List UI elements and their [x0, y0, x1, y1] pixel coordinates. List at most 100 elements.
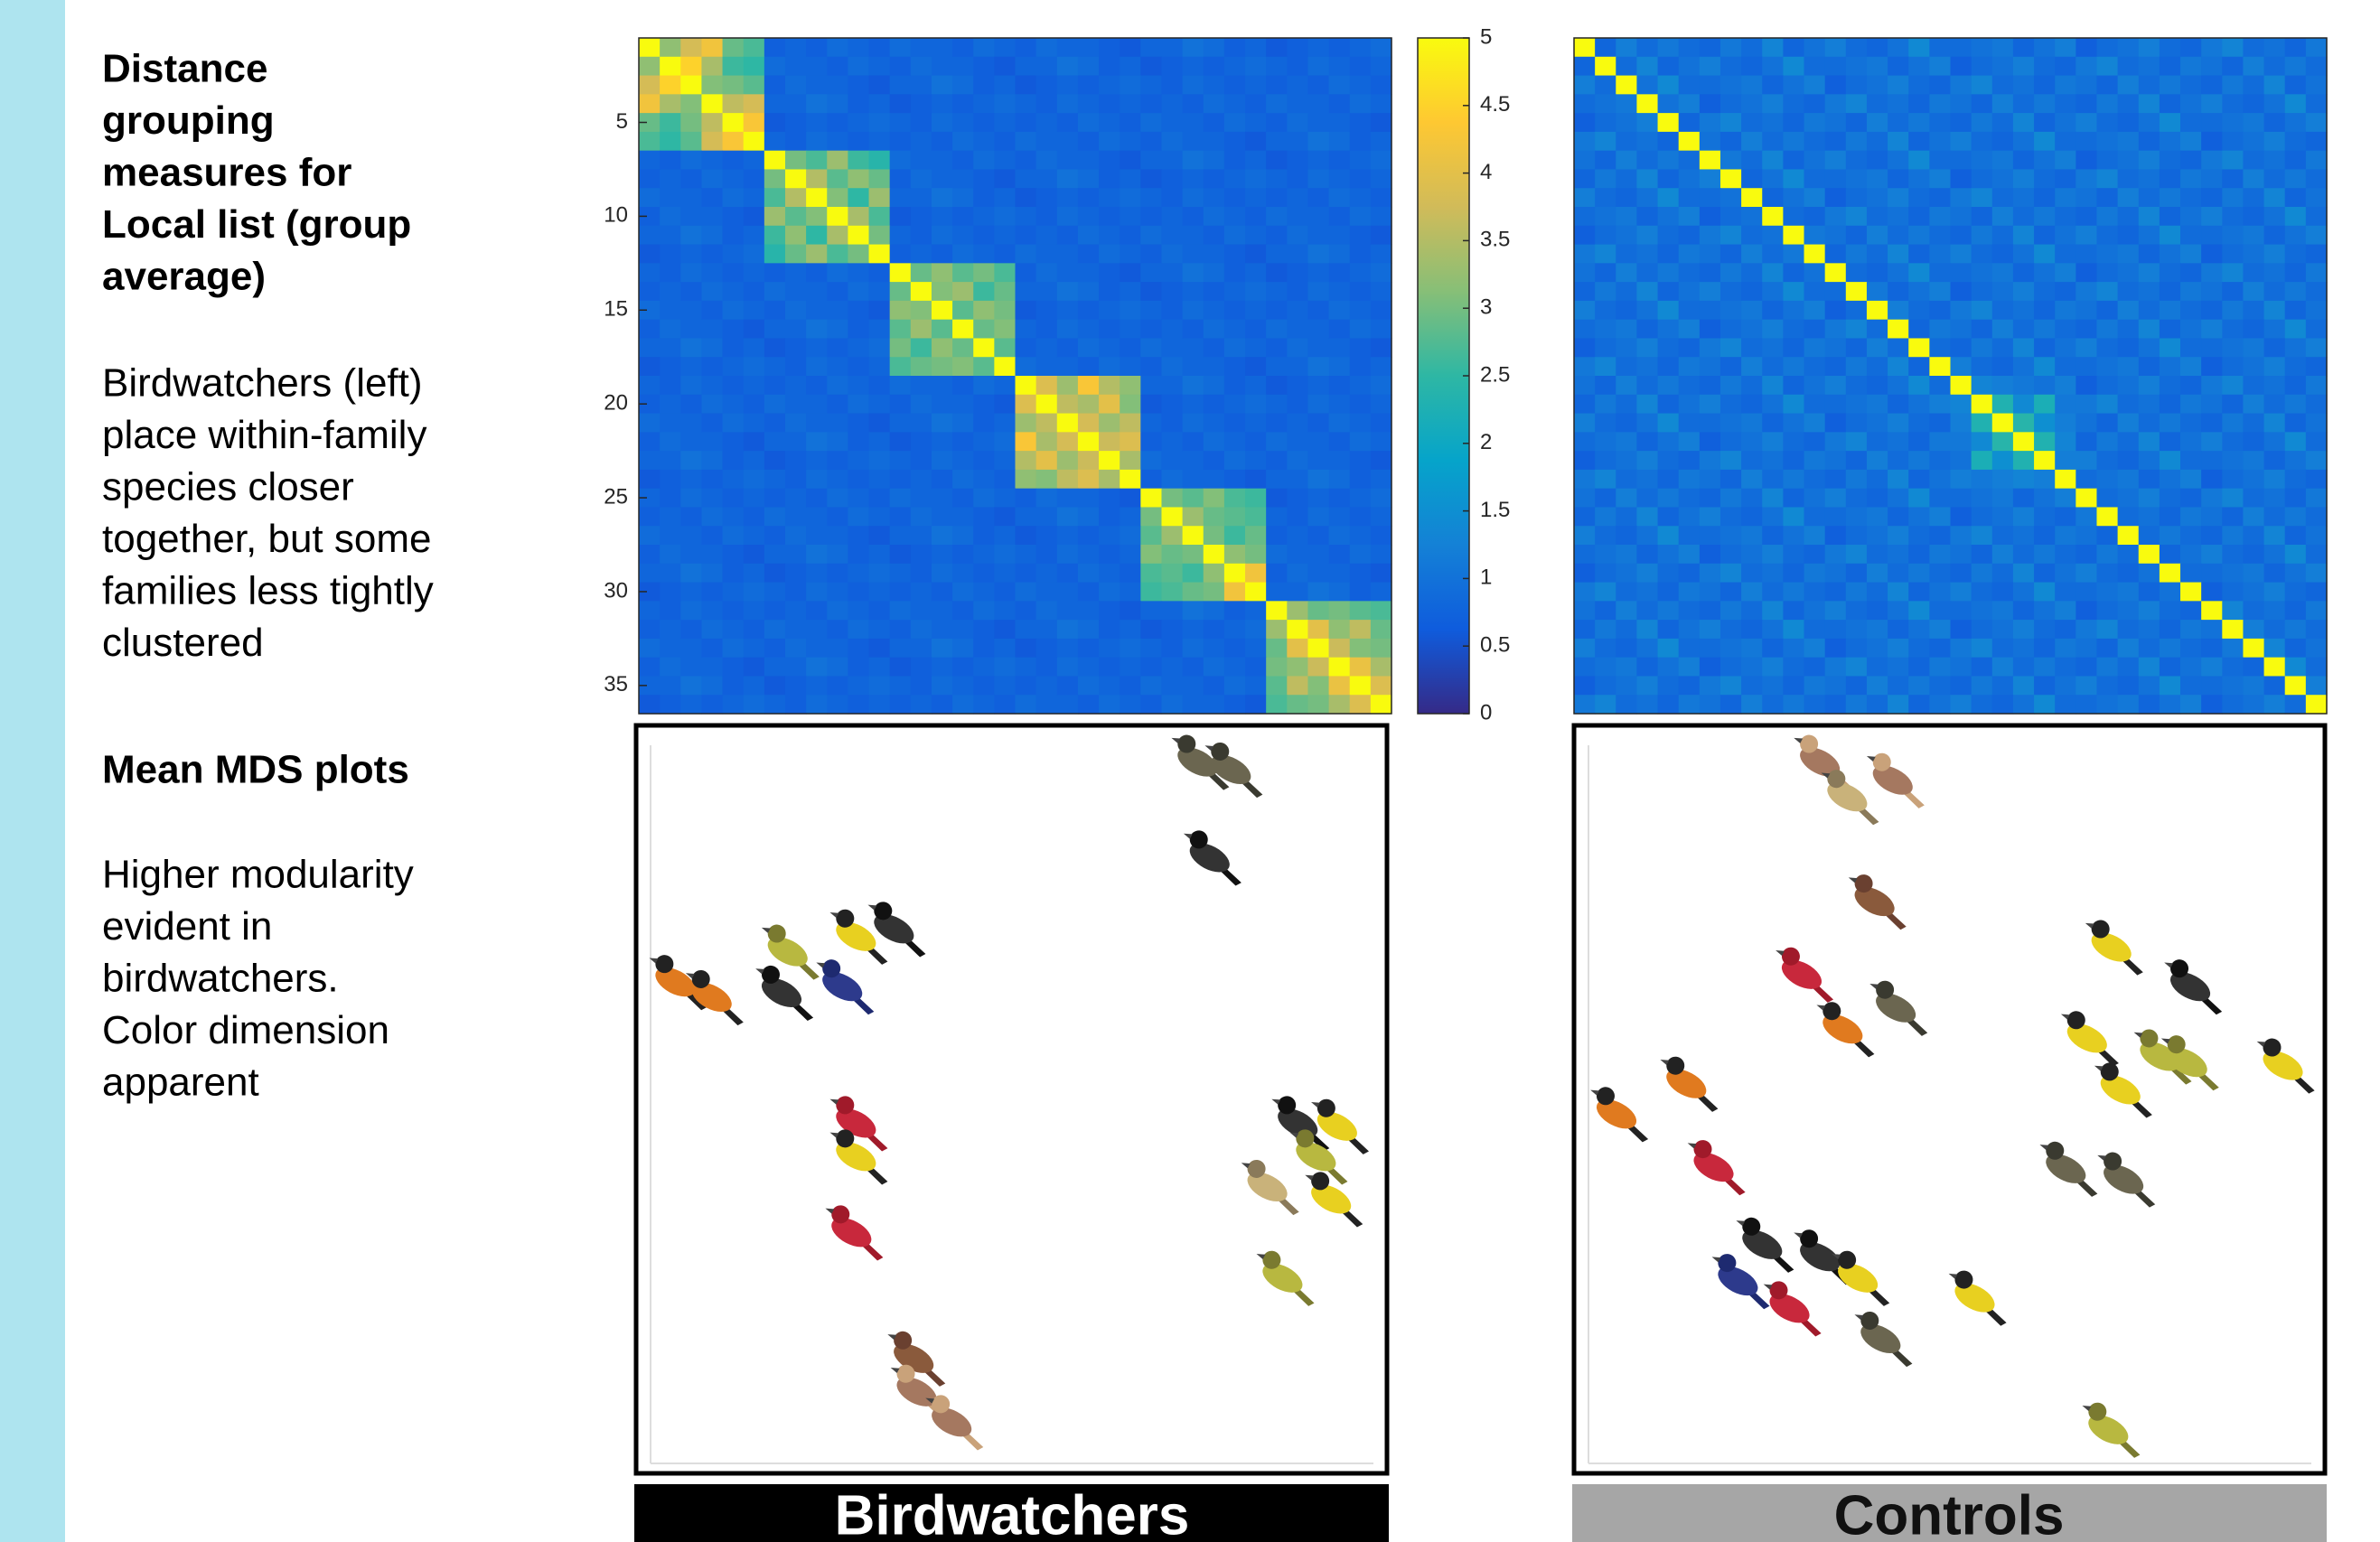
bird-body [1718, 1266, 1758, 1296]
heatmap-cell [639, 638, 661, 659]
heatmap-cell [1307, 56, 1330, 77]
heatmap-cell [1616, 300, 1638, 321]
heatmap-cell [1950, 113, 1972, 133]
heatmap-cell [2305, 94, 2328, 114]
heatmap-cell [680, 638, 703, 659]
heatmap-cell [1804, 394, 1826, 415]
heatmap-cell [1616, 75, 1638, 95]
heatmap-cell [1762, 263, 1784, 283]
paragraph-line: Birdwatchers (left) [102, 361, 423, 406]
heatmap-cell [764, 413, 786, 433]
heatmap-cell [2034, 695, 2056, 715]
heatmap-cell [1574, 638, 1596, 659]
heatmap-cell [1678, 300, 1701, 321]
heatmap-cell [848, 357, 870, 377]
bird-body [2263, 1051, 2303, 1080]
heatmap-cell [1266, 357, 1288, 377]
heatmap-cell [1595, 545, 1616, 565]
heatmap-cell [764, 282, 786, 302]
heatmap-cell [2305, 300, 2328, 321]
heatmap-cell [722, 394, 745, 415]
heatmap-cell [973, 413, 995, 433]
heatmap-cell [994, 376, 1017, 396]
heatmap-cell [1824, 113, 1847, 133]
heatmap-cell [1866, 169, 1888, 189]
heatmap-cell [1804, 413, 1826, 433]
bird-beak [829, 912, 839, 919]
heatmap-cell [1636, 131, 1659, 152]
heatmap-cell [848, 620, 870, 640]
heatmap-cell [2180, 545, 2202, 565]
heatmap-cell [1636, 620, 1659, 640]
heatmap-cell [2284, 244, 2307, 264]
heatmap-cell [1636, 357, 1659, 377]
heatmap-cell [1203, 56, 1225, 77]
heatmap-cell [1266, 695, 1288, 715]
heatmap-cell [639, 300, 661, 321]
heatmap-cell [1595, 150, 1616, 171]
heatmap-cell [1307, 451, 1330, 471]
heatmap-cell [1636, 38, 1659, 58]
heatmap-cell [2138, 695, 2160, 715]
heatmap-cell [1699, 319, 1721, 340]
heatmap-cell [2034, 376, 2056, 396]
heatmap-cell [2159, 56, 2181, 77]
heatmap-cell [848, 432, 870, 452]
heatmap-cell [722, 676, 745, 696]
heatmap-cell [2117, 338, 2140, 358]
heatmap-cell [2034, 563, 2056, 584]
heatmap-cell [743, 488, 765, 509]
heatmap-cell [639, 150, 661, 171]
heatmap-cell [1015, 56, 1037, 77]
heatmap-cell [1657, 244, 1680, 264]
bird-head [1860, 1311, 1879, 1330]
heatmap-cell [660, 582, 681, 602]
heatmap-cell [701, 507, 724, 527]
heatmap-cell [1574, 225, 1596, 246]
heatmap-cell [1161, 282, 1184, 302]
heatmap-cell [1804, 526, 1826, 546]
heatmap-cell [2117, 75, 2140, 95]
heatmap-cell [660, 94, 681, 114]
heatmap-cell [1804, 75, 1826, 95]
heatmap-cell [1719, 695, 1742, 715]
heatmap-cell [827, 225, 848, 246]
heatmap-cell [889, 657, 912, 678]
heatmap-cell [1056, 676, 1079, 696]
heatmap-cell [1636, 207, 1659, 227]
heatmap-cell [680, 225, 703, 246]
heatmap-cell [1328, 507, 1351, 527]
heatmap-cell [784, 432, 807, 452]
heatmap-cell [1015, 300, 1037, 321]
heatmap-cell [680, 38, 703, 58]
heatmap-cell [2305, 432, 2328, 452]
bird-head [836, 909, 855, 928]
heatmap-cell [2284, 131, 2307, 152]
heatmap-cell [910, 56, 932, 77]
heatmap-cell [1370, 38, 1392, 58]
heatmap-cell [1804, 357, 1826, 377]
heatmap-cell [1574, 488, 1596, 509]
heatmap-cell [2263, 188, 2286, 208]
bird [2256, 1038, 2315, 1094]
heatmap-cell [2159, 207, 2181, 227]
heatmap-cell [848, 545, 870, 565]
heatmap-cell [1349, 244, 1372, 264]
bird-head [1800, 734, 1819, 753]
heatmap-cell [1991, 657, 2014, 678]
heatmap-cell [2055, 601, 2076, 621]
heatmap-cell [2305, 394, 2328, 415]
heatmap-cell [1804, 188, 1826, 208]
heatmap-cell [1370, 244, 1392, 264]
heatmap-cell [784, 563, 807, 584]
heatmap-cell [1950, 676, 1972, 696]
heatmap-cell [1120, 507, 1141, 527]
heatmap-cell [1866, 376, 1888, 396]
heatmap-cell [868, 338, 891, 358]
heatmap-cell [1616, 695, 1638, 715]
bird-head [1822, 1002, 1841, 1021]
heatmap-cell [1077, 638, 1100, 659]
heatmap-cell [1783, 338, 1805, 358]
heatmap-cell [2096, 676, 2119, 696]
bird [2097, 1152, 2156, 1208]
